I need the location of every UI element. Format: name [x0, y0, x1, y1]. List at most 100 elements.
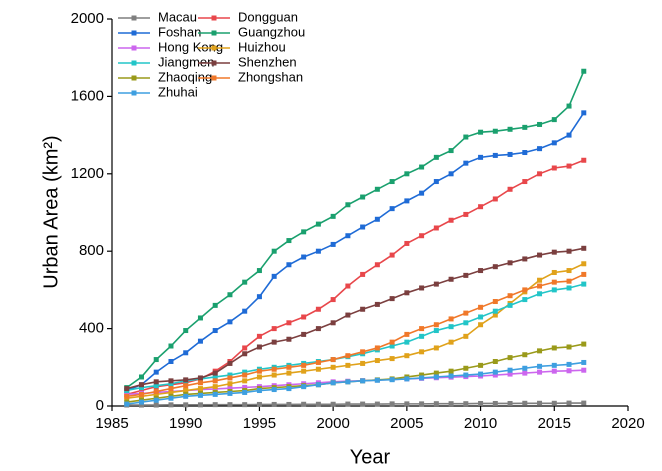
data-point: [227, 402, 233, 408]
data-point: [286, 401, 292, 407]
data-point: [242, 369, 248, 375]
data-point: [433, 281, 439, 287]
data-point: [124, 401, 130, 407]
data-point: [419, 285, 425, 291]
data-point: [256, 344, 262, 350]
data-point: [212, 402, 218, 408]
data-point: [301, 229, 307, 235]
data-point: [433, 328, 439, 334]
data-point: [212, 378, 218, 384]
data-point: [433, 179, 439, 185]
data-point: [301, 384, 307, 390]
data-point: [433, 322, 439, 328]
data-point: [360, 349, 366, 355]
data-point: [581, 157, 587, 163]
x-tick-label: 2020: [611, 415, 644, 432]
data-point: [271, 273, 277, 279]
data-point: [581, 261, 587, 267]
data-point: [330, 357, 336, 363]
data-point: [433, 370, 439, 376]
data-point: [286, 386, 292, 392]
data-point: [286, 364, 292, 370]
data-point: [551, 279, 557, 285]
data-point: [374, 345, 380, 351]
y-tick-label: 1600: [71, 87, 104, 104]
data-point: [345, 401, 351, 407]
data-point: [448, 324, 454, 330]
data-point: [448, 368, 454, 374]
data-point: [404, 171, 410, 177]
data-point: [242, 279, 248, 285]
series-line: [126, 369, 584, 396]
data-point: [507, 126, 513, 132]
data-point: [551, 165, 557, 171]
data-point: [183, 402, 189, 408]
data-point: [212, 302, 218, 308]
data-point: [242, 389, 248, 395]
data-point: [537, 146, 543, 152]
data-point: [522, 179, 528, 185]
data-point: [345, 283, 351, 289]
data-point: [389, 356, 395, 362]
data-point: [242, 378, 248, 384]
data-point: [256, 388, 262, 394]
data-point: [389, 339, 395, 345]
x-tick-label: 1985: [95, 415, 128, 432]
data-point: [581, 359, 587, 365]
legend-text: Macau: [158, 9, 197, 24]
y-tick-label: 2000: [71, 10, 104, 27]
legend-text: Zhaoqing: [158, 69, 212, 84]
data-point: [551, 249, 557, 255]
data-point: [551, 345, 557, 351]
data-point: [168, 358, 174, 364]
data-point: [271, 401, 277, 407]
data-point: [522, 150, 528, 156]
data-point: [448, 217, 454, 223]
y-tick-label: 800: [79, 242, 104, 259]
data-point: [183, 393, 189, 399]
data-point: [330, 401, 336, 407]
legend-text: Huizhou: [238, 39, 286, 54]
data-point: [581, 281, 587, 287]
data-point: [478, 400, 484, 406]
data-point: [286, 336, 292, 342]
data-point: [389, 343, 395, 349]
data-point: [419, 233, 425, 239]
data-point: [419, 349, 425, 355]
data-point: [404, 353, 410, 359]
data-point: [315, 366, 321, 372]
data-point: [271, 366, 277, 372]
data-point: [492, 400, 498, 406]
data-point: [374, 358, 380, 364]
data-point: [478, 314, 484, 320]
data-point: [330, 241, 336, 247]
data-point: [153, 383, 159, 389]
data-point: [478, 304, 484, 310]
data-point: [374, 186, 380, 192]
data-point: [286, 370, 292, 376]
data-point: [286, 238, 292, 244]
data-point: [507, 367, 513, 373]
data-point: [581, 110, 587, 116]
data-point: [478, 371, 484, 377]
data-point: [492, 152, 498, 158]
data-point: [537, 121, 543, 127]
data-point: [345, 233, 351, 239]
data-point: [492, 308, 498, 314]
data-point: [124, 393, 130, 399]
data-point: [566, 132, 572, 138]
data-point: [448, 373, 454, 379]
data-point: [227, 372, 233, 378]
data-point: [404, 198, 410, 204]
data-point: [537, 283, 543, 289]
legend-marker: [211, 45, 217, 51]
data-point: [345, 312, 351, 318]
data-point: [242, 402, 248, 408]
data-point: [522, 365, 528, 371]
data-point: [448, 316, 454, 322]
data-point: [197, 380, 203, 386]
data-point: [581, 400, 587, 406]
data-point: [419, 164, 425, 170]
data-point: [478, 154, 484, 160]
data-point: [345, 379, 351, 385]
